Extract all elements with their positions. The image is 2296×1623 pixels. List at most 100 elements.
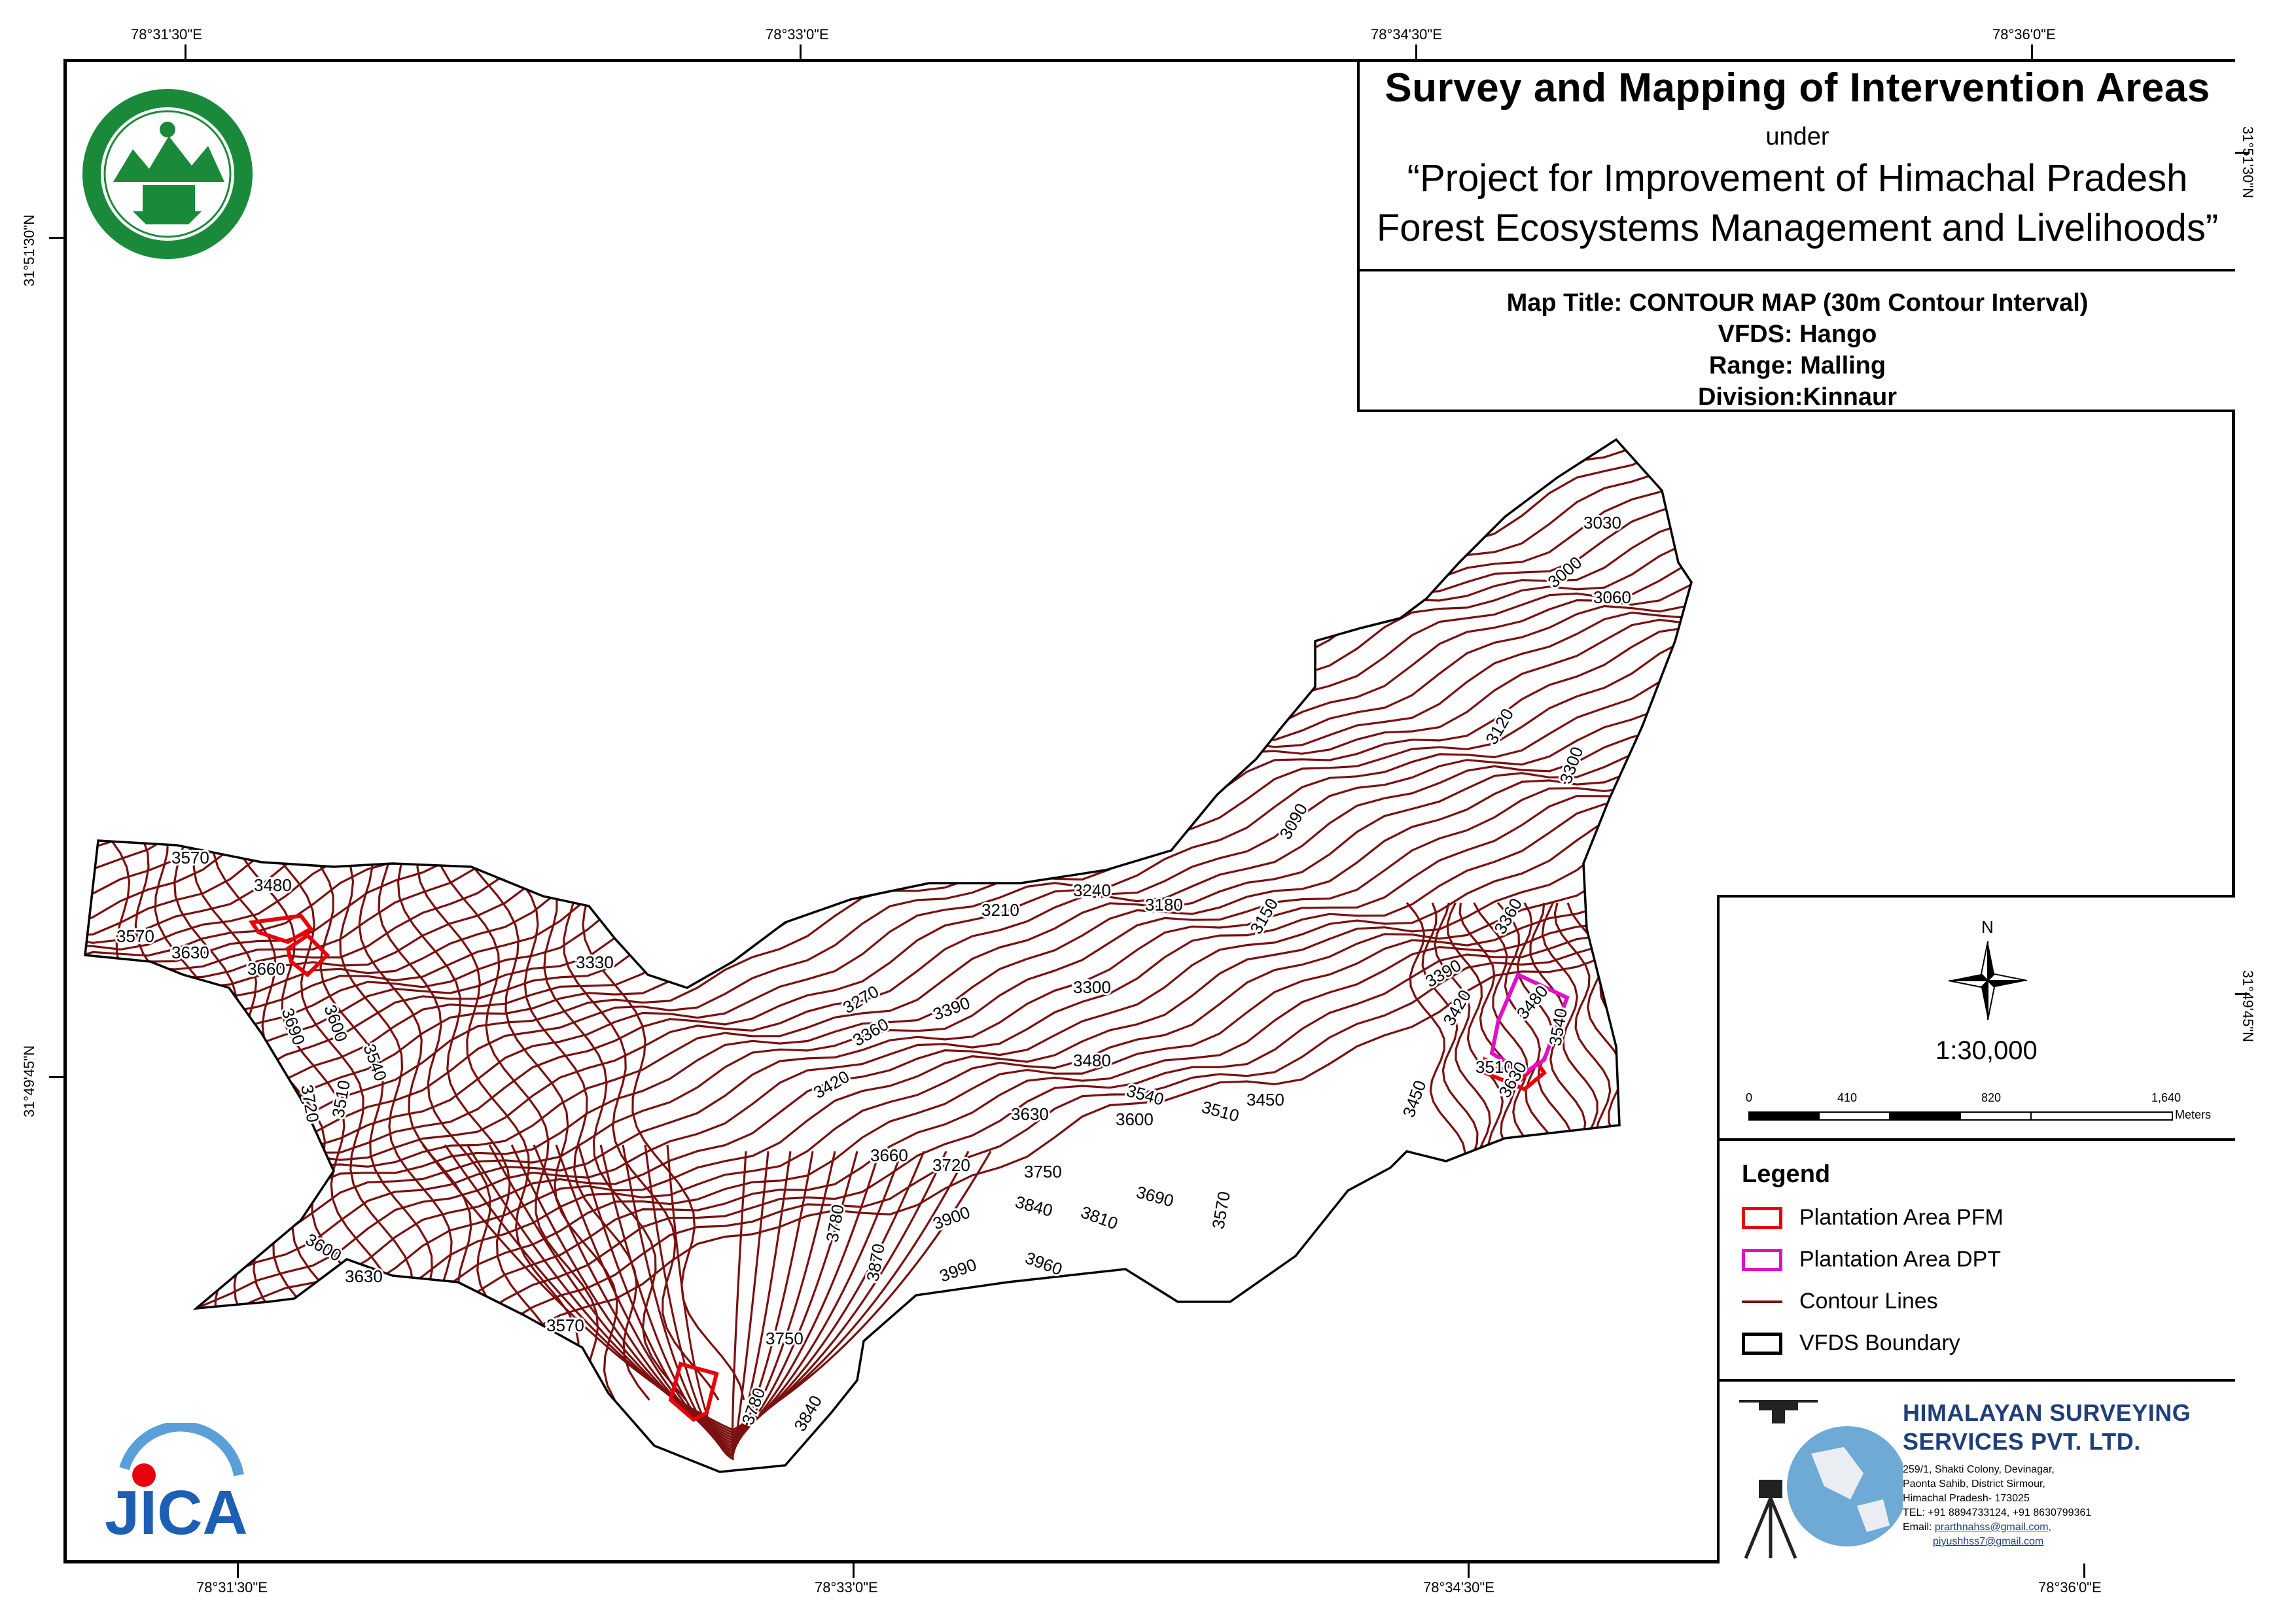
coord-top-4: 78°36'0"E: [1992, 26, 2056, 43]
contour-line: [85, 668, 1691, 1253]
contour-label: 3090: [1275, 800, 1311, 843]
contour-line: [533, 1144, 881, 1444]
contour-label: 3180: [1145, 895, 1183, 915]
contour-label: 3540: [359, 1041, 391, 1084]
coord-bottom-4: 78°36'0"E: [2038, 1579, 2102, 1596]
contour-label: 3990: [937, 1255, 980, 1286]
contour-line: [599, 1144, 814, 1453]
contour-label: 3120: [1481, 705, 1517, 748]
contour-line: [1516, 902, 1574, 1155]
contour-label: 3840: [1013, 1192, 1055, 1221]
scale-unit: Meters: [2175, 1108, 2212, 1121]
scale-ratio: 1:30,000: [1935, 1036, 2038, 1065]
contour-line: [1405, 901, 1466, 1155]
legend-item-contour: Contour Lines: [1742, 1289, 1938, 1314]
contour-label: 3480: [1073, 1051, 1111, 1070]
tick-left-2: [49, 1076, 63, 1078]
tick-bottom-3: [1468, 1563, 1470, 1578]
contour-line: [555, 1144, 858, 1447]
contour-line: [85, 727, 1691, 1278]
map-frame: [63, 59, 2235, 1563]
contour-line: [1496, 901, 1561, 1155]
division-text: Division:Kinnaur: [1697, 383, 1898, 411]
contour-line: [416, 824, 580, 1401]
contour-line: [545, 823, 720, 1401]
range-text: Range: Malling: [1708, 352, 1886, 379]
legend-item-dpt: Plantation Area DPT: [1742, 1247, 2001, 1272]
dpt-area-1: [1489, 971, 1570, 1075]
coord-bottom-3: 78°34'30"E: [1423, 1579, 1494, 1596]
contour-line: [466, 1144, 947, 1437]
tick-bottom-4: [2083, 1563, 2085, 1578]
contour-line: [85, 765, 1691, 1296]
contour-label: 3780: [822, 1203, 848, 1244]
contour-label: 3630: [171, 943, 209, 962]
contour-line: [1446, 902, 1504, 1155]
contour-label: 3690: [277, 1005, 309, 1048]
contour-line: [85, 775, 1691, 1312]
scale-tick-410: 410: [1837, 1091, 1858, 1104]
tick-left-1: [49, 237, 63, 239]
contour-line: [85, 440, 1691, 930]
contour-line: [85, 618, 1691, 1149]
vfds-text: VFDS: Hango: [1718, 321, 1877, 348]
contour-label: 3060: [1593, 587, 1631, 607]
coord-top-3: 78°34'30"E: [1371, 26, 1442, 43]
contour-label: 3720: [297, 1083, 323, 1124]
contour-line: [1421, 902, 1479, 1155]
pfm-area-4: [1483, 1056, 1547, 1092]
contour-label: 3720: [932, 1155, 970, 1175]
tick-top-1: [185, 44, 186, 59]
contour-label: 3960: [1023, 1248, 1065, 1279]
contour-line: [644, 1144, 769, 1458]
contour-label: 3450: [1398, 1077, 1430, 1120]
email-link-2[interactable]: piyushhss7@gmail.com: [1933, 1536, 2044, 1547]
contour-label: 3870: [862, 1242, 889, 1283]
contour-line: [1588, 901, 1655, 1155]
contour-line: [85, 440, 1691, 913]
contour-label: 3750: [766, 1329, 804, 1348]
contour-line: [85, 440, 1691, 937]
title-box: Survey and Mapping of Intervention Areas…: [1357, 62, 2235, 271]
contour-label: 3660: [247, 959, 285, 979]
coord-bottom-2: 78°33'0"E: [815, 1579, 878, 1596]
contour-line: [488, 1144, 925, 1439]
tick-top-4: [2031, 44, 2033, 59]
contour-line: [444, 1144, 970, 1434]
vfds-boundary: [84, 438, 1693, 1473]
contour-label: 3300: [1073, 977, 1111, 997]
contour-line-swatch-icon: [1742, 1291, 1782, 1313]
vfds-swatch-icon: [1742, 1332, 1782, 1355]
contour-line: [85, 646, 1691, 1228]
contour-line: [1434, 902, 1491, 1155]
contour-line: [510, 1144, 903, 1442]
pfm-area-1: [248, 913, 314, 945]
contour-line: [85, 511, 1691, 1073]
forest-department-logo: [82, 89, 253, 259]
email-link-1[interactable]: prarthnahss@gmail.com,: [1934, 1522, 2051, 1533]
contour-label: 3570: [171, 848, 209, 867]
contour-label: 3510: [1199, 1097, 1241, 1126]
contour-label: 3600: [1116, 1109, 1154, 1129]
contour-label: 3750: [1024, 1162, 1062, 1181]
scale-tick-1640: 1,640: [2151, 1091, 2181, 1104]
contour-line: [97, 823, 272, 1401]
contour-label: 3510: [1475, 1057, 1513, 1077]
contour-line: [85, 440, 1691, 962]
contour-label: 3510: [328, 1079, 354, 1119]
contour-line: [1473, 902, 1540, 1155]
contour-line: [212, 824, 376, 1401]
contour-line: [1541, 902, 1598, 1155]
contour-line: [85, 635, 1691, 1196]
legend-item-pfm: Plantation Area PFM: [1742, 1205, 2004, 1230]
legend-box: Legend Plantation Area PFM Plantation Ar…: [1720, 1141, 2235, 1382]
contour-line: [85, 751, 1691, 1287]
contour-line: [1529, 902, 1587, 1155]
title-under: under: [1765, 123, 1829, 150]
scale-bar: [1748, 1111, 2173, 1121]
tick-bottom-2: [853, 1563, 855, 1578]
contour-line: [1458, 902, 1516, 1155]
contour-line: [1612, 902, 1669, 1155]
contour-line: [85, 798, 1691, 1346]
